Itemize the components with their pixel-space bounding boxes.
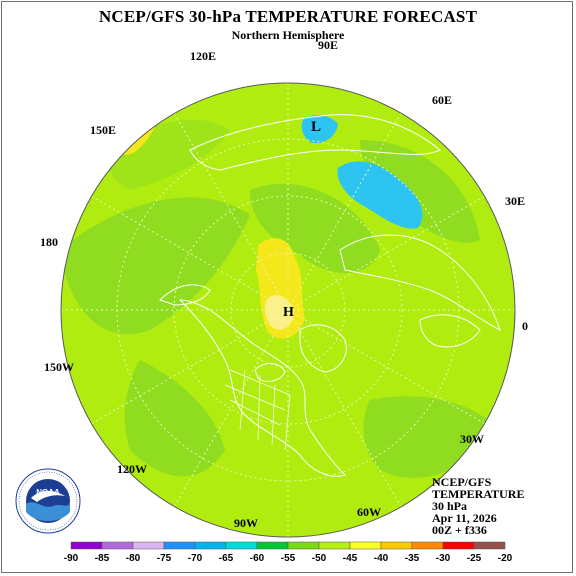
color-scale-label: -75: [157, 553, 172, 564]
color-scale-swatch: [350, 542, 381, 549]
color-scale-label: -55: [281, 553, 296, 564]
color-scale-label: -50: [312, 553, 327, 564]
color-scale-label: -20: [498, 553, 513, 564]
color-scale-swatch: [71, 542, 102, 549]
color-scale-label: -40: [374, 553, 389, 564]
color-scale-swatch: [412, 542, 443, 549]
color-scale-swatch: [102, 542, 133, 549]
color-scale-label: -65: [219, 553, 234, 564]
color-scale-label: -30: [436, 553, 451, 564]
color-scale-swatch: [474, 542, 505, 549]
color-scale-swatch: [164, 542, 195, 549]
color-scale-swatch: [288, 542, 319, 549]
color-scale-label: -25: [467, 553, 482, 564]
color-scale-swatch: [133, 542, 164, 549]
color-scale-label: -70: [188, 553, 203, 564]
color-scale-swatch: [319, 542, 350, 549]
color-scale-swatch: [195, 542, 226, 549]
color-scale-label: -35: [405, 553, 420, 564]
color-scale-label: -45: [343, 553, 358, 564]
color-scale-swatch: [226, 542, 257, 549]
color-scale-label: -85: [95, 553, 110, 564]
color-scale-swatch: [381, 542, 412, 549]
color-scale-swatch: [443, 542, 474, 549]
color-scale-label: -60: [250, 553, 265, 564]
color-scale-label: -90: [64, 553, 79, 564]
color-scale-label: -80: [126, 553, 141, 564]
color-scale-swatch: [257, 542, 288, 549]
